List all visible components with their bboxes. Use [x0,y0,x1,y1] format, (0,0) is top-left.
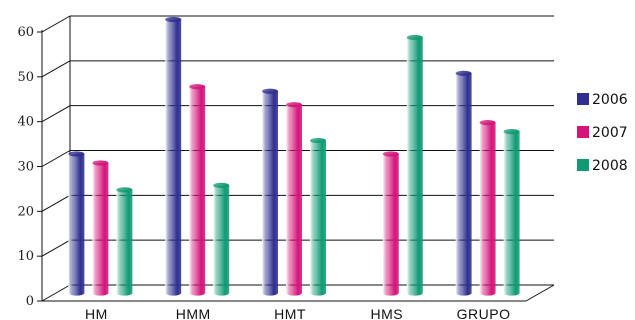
bar-2008-hm [116,187,133,296]
x-tick-label: HMS [370,306,403,320]
bar-2007-hm [92,160,109,296]
bar-2008-hms [406,34,423,296]
bar-2008-hmt [310,137,326,296]
gridline-side [41,150,71,167]
y-tick-label: 20 [17,204,34,219]
x-tick-label: HMM [176,306,211,320]
bar-2007-hmm [189,84,206,296]
bar-2006-hmt [262,88,278,296]
legend-label: 2008 [592,158,628,174]
gridline-side [41,60,71,78]
x-axis-labels: HM HMM HMT HMS GRUPO [85,306,511,320]
y-tick-label: 40 [17,115,34,130]
y-tick-label: 60 [17,25,34,40]
legend: 2006 2007 2008 [577,92,628,174]
y-tick-label: 30 [17,160,34,175]
y-axis-ticks: 0 10 20 30 40 50 60 [17,25,34,309]
legend-item-2008: 2008 [577,158,628,174]
legend-item-2006: 2006 [577,92,628,108]
y-tick-label: 0 [26,294,34,309]
legend-swatch [577,126,589,138]
x-tick-label: HMT [274,306,306,320]
gridline-side [41,15,71,33]
bar-2008-grupo [503,129,520,296]
bar-2008-hmm [213,182,230,296]
y-tick-label: 10 [17,249,34,264]
bar-2006-hm [68,151,85,296]
legend-item-2007: 2007 [577,125,628,141]
legend-label: 2006 [592,92,628,108]
legend-swatch [577,159,589,171]
bar-2006-grupo [455,70,472,296]
x-tick-label: HM [85,306,108,320]
y-tick-label: 50 [17,70,34,85]
bars [68,16,520,296]
bar-2007-grupo [479,120,496,296]
x-tick-label: GRUPO [457,306,511,320]
bar-2006-hmm [165,16,182,296]
legend-label: 2007 [592,125,628,141]
gridline-side [41,194,71,212]
bar-2007-hmt [286,102,302,296]
gridline-side [41,105,71,123]
floor-right-edge [525,284,555,302]
gridline-side [41,284,71,302]
bar-2007-hms [382,151,399,296]
legend-swatch [577,93,589,105]
gridline-side [41,239,71,257]
